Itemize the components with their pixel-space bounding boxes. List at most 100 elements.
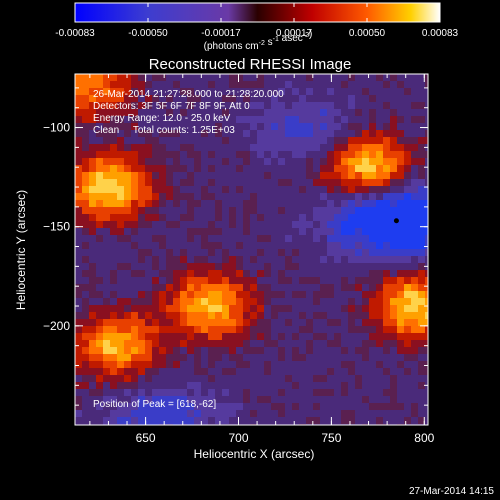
heatmap-cell (194, 417, 201, 424)
heatmap-cell (89, 298, 96, 305)
heatmap-cell (292, 417, 299, 424)
heatmap-cell (348, 144, 355, 151)
annotation-clean-counts: Clean Total counts: 1.25E+03 (93, 125, 235, 136)
heatmap-cell (250, 165, 257, 172)
heatmap-cell (173, 340, 180, 347)
heatmap-cell (306, 151, 313, 158)
heatmap-cell (117, 263, 124, 270)
heatmap-cell (320, 403, 327, 410)
heatmap-cell (166, 172, 173, 179)
heatmap-cell (313, 249, 320, 256)
heatmap-cell (390, 207, 397, 214)
heatmap-cell (250, 74, 257, 81)
heatmap-cell (159, 228, 166, 235)
heatmap-cell (292, 130, 299, 137)
heatmap-cell (215, 116, 222, 123)
heatmap-cell (117, 179, 124, 186)
heatmap-cell (250, 179, 257, 186)
heatmap-cell (208, 333, 215, 340)
heatmap-cell (369, 193, 376, 200)
heatmap-cell (243, 249, 250, 256)
heatmap-cell (96, 284, 103, 291)
heatmap-cell (236, 319, 243, 326)
heatmap-cell (194, 137, 201, 144)
heatmap-cell (103, 319, 110, 326)
heatmap-cell (264, 347, 271, 354)
heatmap-cell (306, 235, 313, 242)
heatmap-cell (278, 193, 285, 200)
heatmap-cell (334, 151, 341, 158)
heatmap-cell (271, 123, 278, 130)
heatmap-cell (229, 158, 236, 165)
heatmap-cell (180, 403, 187, 410)
heatmap-cell (418, 81, 425, 88)
heatmap-cell (355, 277, 362, 284)
heatmap-cell (257, 109, 264, 116)
heatmap-cell (348, 242, 355, 249)
heatmap-cell (173, 368, 180, 375)
heatmap-cell (117, 368, 124, 375)
heatmap-cell (152, 74, 159, 81)
heatmap-cell (348, 151, 355, 158)
heatmap-cell (355, 116, 362, 123)
heatmap-cell (215, 403, 222, 410)
heatmap-cell (278, 389, 285, 396)
heatmap-cell (166, 298, 173, 305)
heatmap-cell (257, 305, 264, 312)
heatmap-cell (103, 207, 110, 214)
heatmap-cell (355, 340, 362, 347)
heatmap-cell (397, 81, 404, 88)
heatmap-cell (257, 95, 264, 102)
heatmap-cell (208, 417, 215, 424)
heatmap-cell (271, 130, 278, 137)
heatmap-cell (173, 179, 180, 186)
heatmap-cell (145, 88, 152, 95)
heatmap-cell (341, 256, 348, 263)
heatmap-cell (194, 172, 201, 179)
heatmap-cell (313, 291, 320, 298)
heatmap-cell (173, 137, 180, 144)
heatmap-cell (278, 221, 285, 228)
heatmap-cell (404, 396, 411, 403)
heatmap-cell (285, 305, 292, 312)
heatmap-cell (271, 403, 278, 410)
heatmap-cell (348, 95, 355, 102)
heatmap-cell (145, 368, 152, 375)
heatmap-cell (306, 326, 313, 333)
heatmap-cell (89, 144, 96, 151)
heatmap-cell (334, 277, 341, 284)
heatmap-cell (75, 137, 82, 144)
heatmap-cell (404, 368, 411, 375)
heatmap-cell (355, 361, 362, 368)
heatmap-cell (243, 137, 250, 144)
heatmap-cell (173, 235, 180, 242)
heatmap-cell (383, 228, 390, 235)
heatmap-cell (257, 193, 264, 200)
heatmap-cell (215, 340, 222, 347)
heatmap-cell (222, 186, 229, 193)
heatmap-cell (152, 249, 159, 256)
heatmap-cell (187, 361, 194, 368)
heatmap-cell (264, 382, 271, 389)
heatmap-cell (264, 74, 271, 81)
heatmap-cell (243, 179, 250, 186)
heatmap-cell (138, 417, 145, 424)
heatmap-cell (89, 417, 96, 424)
heatmap-cell (320, 81, 327, 88)
heatmap-cell (236, 130, 243, 137)
heatmap-cell (418, 410, 425, 417)
heatmap-cell (201, 242, 208, 249)
heatmap-cell (82, 396, 89, 403)
heatmap-cell (75, 88, 82, 95)
heatmap-cell (271, 263, 278, 270)
heatmap-cell (299, 165, 306, 172)
heatmap-cell (166, 340, 173, 347)
colorbar-tick-label: 0.00050 (349, 28, 386, 39)
heatmap-cell (229, 319, 236, 326)
heatmap-cell (180, 137, 187, 144)
heatmap-cell (285, 270, 292, 277)
heatmap-cell (82, 200, 89, 207)
heatmap-cell (159, 263, 166, 270)
heatmap-cell (292, 193, 299, 200)
heatmap-cell (75, 277, 82, 284)
